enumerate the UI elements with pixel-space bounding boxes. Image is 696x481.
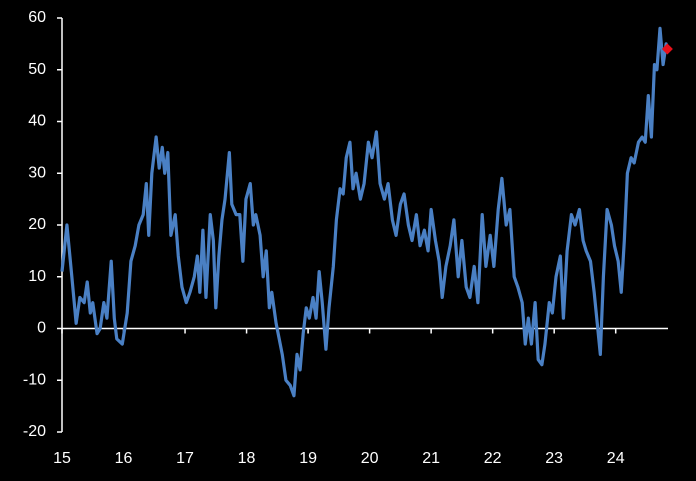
x-tick-label: 18: [238, 450, 256, 467]
y-tick-label: 0: [37, 320, 46, 337]
y-tick-label: 10: [28, 268, 46, 285]
x-tick-label: 19: [299, 450, 317, 467]
x-tick-label: 16: [115, 450, 133, 467]
x-tick-label: 23: [545, 450, 563, 467]
last-point-marker: [661, 43, 673, 55]
x-tick-label: 17: [176, 450, 194, 467]
y-tick-label: 30: [28, 164, 46, 181]
y-tick-label: 40: [28, 113, 46, 130]
x-tick-label: 21: [422, 450, 440, 467]
x-tick-label: 22: [484, 450, 502, 467]
x-tick-label: 24: [607, 450, 625, 467]
y-tick-label: 60: [28, 9, 46, 26]
x-tick-label: 20: [361, 450, 379, 467]
y-tick-label: 20: [28, 216, 46, 233]
y-tick-label: 50: [28, 61, 46, 78]
data-line: [60, 26, 669, 398]
x-tick-label: 15: [53, 450, 71, 467]
y-tick-label: -10: [23, 371, 46, 388]
y-tick-label: -20: [23, 423, 46, 440]
